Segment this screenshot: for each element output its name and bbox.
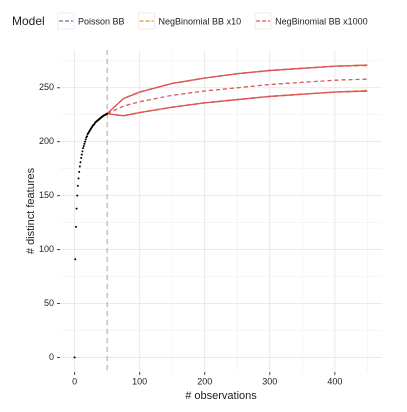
observed-point — [77, 177, 80, 180]
observed-point — [79, 161, 82, 164]
observed-point — [74, 225, 77, 228]
legend-label: NegBinomial BB x1000 — [275, 16, 368, 26]
x-axis-title: # observations — [185, 390, 257, 402]
y-tick-label: 250 — [39, 82, 54, 92]
x-tick-label: 400 — [327, 376, 342, 386]
observed-point — [80, 156, 83, 159]
panel — [60, 50, 382, 372]
y-tick-label: 200 — [39, 136, 54, 146]
bound-line — [107, 90, 368, 117]
legend-title: Model — [12, 14, 45, 28]
x-tick-label: 100 — [132, 376, 147, 386]
observed-point — [84, 140, 87, 143]
y-tick-label: 0 — [49, 352, 54, 362]
bound-line — [106, 64, 368, 115]
observed-point — [78, 170, 81, 173]
observed-point — [85, 135, 88, 138]
observed-point — [82, 147, 85, 150]
observed-point — [83, 142, 86, 145]
x-tick-label: 0 — [72, 376, 77, 386]
x-tick-label: 300 — [262, 376, 277, 386]
observed-point — [78, 165, 81, 168]
observed-point — [81, 150, 84, 153]
observed-point — [80, 153, 83, 156]
legend-label: NegBinomial BB x10 — [159, 16, 242, 26]
legend-label: Poisson BB — [78, 16, 125, 26]
observed-point — [76, 194, 79, 197]
observed-point — [106, 112, 109, 115]
observed-point — [84, 138, 87, 141]
observed-point — [76, 184, 79, 187]
y-tick-label: 50 — [44, 298, 54, 308]
observed-point — [75, 207, 78, 210]
y-tick-label: 100 — [39, 244, 54, 254]
observed-point — [82, 145, 85, 148]
y-axis-title: # distinct features — [25, 167, 37, 254]
observed-point — [74, 258, 77, 261]
observed-point — [73, 356, 76, 359]
y-tick-label: 150 — [39, 190, 54, 200]
x-tick-label: 200 — [197, 376, 212, 386]
